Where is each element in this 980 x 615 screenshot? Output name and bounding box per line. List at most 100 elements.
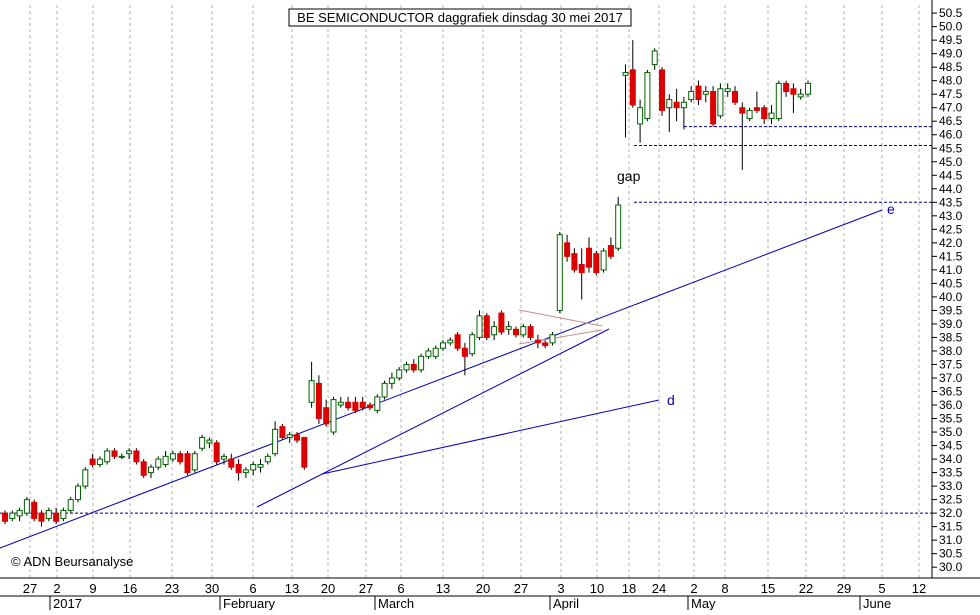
candle-body-down: [301, 436, 308, 468]
candle-body-up: [250, 463, 257, 471]
candle: [622, 64, 629, 138]
x-month-label: April: [553, 596, 579, 610]
candle: [345, 396, 352, 411]
candle-body-down: [184, 453, 191, 474]
candle-body-up: [476, 315, 483, 338]
x-tick-label: 3: [557, 581, 564, 596]
candle-body-down: [542, 342, 549, 347]
candle: [615, 196, 622, 251]
y-tick-label: 48.0: [939, 74, 963, 88]
x-tick-label: 29: [837, 581, 851, 596]
candle-body-up: [688, 90, 695, 101]
candle: [425, 348, 432, 360]
candle: [753, 91, 760, 114]
trendline-d: [321, 399, 660, 475]
candle: [308, 361, 315, 408]
candle: [739, 102, 746, 170]
candle-body-up: [403, 363, 410, 371]
y-tick-label: 38.5: [939, 330, 963, 344]
y-tick-label: 40.5: [939, 276, 963, 290]
candle-body-down: [454, 334, 461, 349]
candle: [746, 107, 753, 122]
candle: [89, 453, 96, 468]
candle: [556, 232, 563, 314]
candle: [673, 88, 680, 122]
y-tick-label: 41.5: [939, 249, 963, 263]
candle-body-up: [637, 107, 644, 125]
candles: [2, 40, 811, 527]
candle-body-up: [374, 396, 381, 411]
candle-body-up: [330, 399, 337, 433]
candle-body-up: [96, 458, 103, 465]
y-tick-label: 43.0: [939, 209, 963, 223]
candle: [184, 450, 191, 476]
candle: [45, 507, 52, 522]
candle-body-up: [162, 455, 169, 465]
y-tick-label: 30.5: [939, 547, 963, 561]
candle: [23, 496, 30, 516]
candle-body-down: [140, 461, 147, 476]
candle-body-down: [323, 407, 330, 425]
candle-body-up: [520, 326, 527, 336]
candle: [447, 337, 454, 346]
candle-body-up: [775, 82, 782, 120]
x-tick-label: 27: [514, 581, 528, 596]
y-tick-label: 35.0: [939, 425, 963, 439]
y-tick-label: 47.5: [939, 87, 963, 101]
y-tick-label: 50.5: [939, 6, 963, 20]
candle: [797, 88, 804, 100]
y-tick-label: 46.0: [939, 128, 963, 142]
candle: [191, 450, 198, 473]
candle: [53, 507, 60, 524]
candle-body-up: [45, 509, 52, 520]
candle-body-down: [593, 253, 600, 274]
candle: [118, 453, 125, 460]
candle-body-up: [724, 88, 731, 92]
x-month-label: March: [378, 596, 414, 610]
candle-body-down: [673, 101, 680, 109]
candle: [294, 432, 300, 443]
candle: [775, 80, 782, 122]
candle-body-down: [629, 69, 636, 106]
candle: [111, 448, 118, 460]
candle: [60, 507, 67, 522]
y-tick-label: 39.5: [939, 303, 963, 317]
candle-body-up: [242, 469, 249, 474]
x-tick-label: 6: [397, 581, 404, 596]
candle: [323, 399, 330, 427]
x-month-label: February: [223, 596, 276, 610]
x-month-label: June: [863, 596, 891, 610]
candle: [564, 234, 571, 262]
candle-body-down: [279, 426, 286, 438]
candle: [469, 332, 476, 357]
x-month-label: May: [691, 596, 716, 610]
annotation-e: e: [887, 201, 895, 217]
candle: [578, 248, 585, 300]
candle: [96, 456, 103, 468]
candle: [600, 248, 607, 273]
candle: [790, 83, 797, 114]
candle: [702, 86, 709, 103]
candle: [133, 448, 140, 465]
candle: [140, 459, 147, 478]
candle-body-up: [746, 109, 753, 120]
candle: [272, 421, 279, 457]
x-tick-label: 9: [89, 581, 96, 596]
candle-body-down: [732, 90, 738, 103]
candle-body-up: [82, 469, 89, 487]
candle: [264, 453, 271, 465]
candle: [505, 321, 512, 335]
candle: [250, 461, 257, 476]
y-tick-label: 45.5: [939, 141, 963, 155]
candle-body-up: [191, 453, 198, 471]
candle: [235, 459, 242, 481]
candle-body-up: [308, 380, 315, 403]
candle: [148, 464, 154, 478]
trendline-e: [0, 209, 883, 549]
candle-body-down: [513, 328, 519, 336]
triangle-upper-line: [518, 309, 603, 327]
candle-body-up: [447, 339, 454, 344]
candle: [104, 448, 111, 465]
candle: [418, 353, 425, 373]
